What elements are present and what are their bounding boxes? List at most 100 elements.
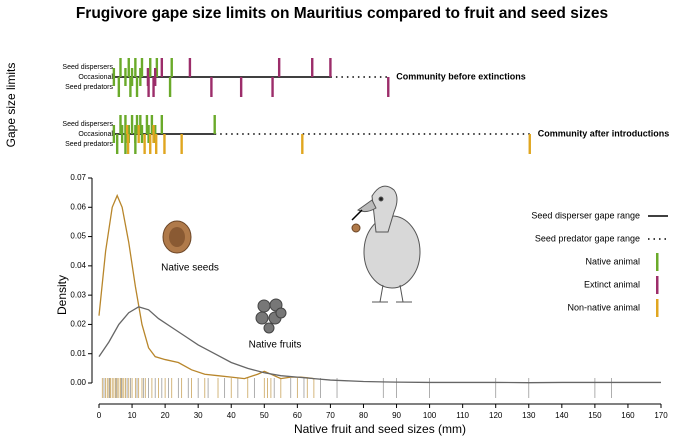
gape-mark — [139, 68, 142, 86]
gape-mark — [124, 68, 127, 86]
gape-mark — [149, 58, 152, 77]
gape-mark — [528, 134, 531, 154]
gape-mark — [129, 77, 132, 97]
gape-mark — [160, 58, 164, 77]
gape-mark — [154, 134, 158, 154]
gape-mark — [147, 125, 150, 143]
role-label: Seed dispersers — [62, 121, 113, 128]
x-tick-label: 50 — [260, 411, 269, 420]
y-tick-label: 0.03 — [70, 290, 86, 299]
gape-mark — [135, 77, 139, 97]
x-tick-label: 70 — [326, 411, 335, 420]
gape-mark — [127, 58, 130, 77]
density-line — [98, 306, 661, 384]
x-tick-label: 120 — [489, 411, 503, 420]
legend-swatch — [656, 299, 659, 317]
gape-mark — [152, 125, 155, 143]
gape-mark — [149, 134, 152, 154]
x-tick-label: 110 — [456, 411, 469, 420]
gape-mark — [115, 134, 119, 154]
role-label: Occasional — [78, 131, 113, 138]
y-tick-label: 0.05 — [70, 232, 86, 241]
row-name: Community before extinctions — [396, 71, 526, 81]
x-tick-label: 10 — [128, 411, 137, 420]
x-tick-label: 0 — [97, 411, 102, 420]
gape-mark — [126, 134, 130, 154]
gape-mark — [140, 58, 144, 77]
y-tick-label: 0.00 — [70, 378, 86, 387]
gape-mark — [155, 58, 159, 77]
gape-mark — [271, 77, 274, 97]
role-label: Seed predators — [65, 141, 113, 148]
gape-mark — [311, 58, 314, 77]
gape-mark — [140, 125, 144, 143]
gape-mark — [329, 58, 332, 77]
gape-mark — [124, 134, 127, 154]
legend-label: Native animal — [585, 256, 640, 266]
x-tick-label: 100 — [423, 411, 437, 420]
x-axis-label: Native fruit and seed sizes (mm) — [294, 422, 466, 436]
x-tick-label: 30 — [194, 411, 203, 420]
x-tick-label: 90 — [392, 411, 401, 420]
legend-label: Seed disperser gape range — [531, 210, 640, 220]
role-label: Occasional — [78, 74, 113, 81]
row-name: Community after introductions — [538, 128, 670, 138]
gape-mark — [150, 115, 154, 134]
gape-mark — [180, 134, 183, 154]
y-tick-label: 0.02 — [70, 320, 86, 329]
y-tick-label: 0.04 — [70, 261, 86, 270]
series-label: Native fruits — [249, 340, 302, 351]
gape-mark — [135, 115, 139, 134]
x-tick-label: 20 — [161, 411, 170, 420]
x-tick-label: 170 — [654, 411, 668, 420]
gape-mark — [130, 115, 134, 134]
chart-title: Frugivore gape size limits on Mauritius … — [76, 5, 608, 22]
x-tick-label: 160 — [621, 411, 635, 420]
gape-mark — [163, 134, 166, 154]
gape-mark — [277, 58, 281, 77]
x-tick-label: 40 — [227, 411, 236, 420]
gape-mark — [117, 77, 121, 97]
gape-mark — [213, 115, 216, 134]
legend-label: Extinct animal — [584, 279, 640, 289]
seed-illustration — [162, 220, 192, 254]
gape-mark — [143, 134, 146, 154]
y-tick-label: 0.07 — [70, 173, 86, 182]
legend-label: Seed predator gape range — [535, 233, 640, 243]
gape-mark — [112, 68, 116, 86]
gape-mark — [301, 134, 304, 154]
gape-mark — [170, 58, 173, 77]
fruit-illustration — [255, 298, 287, 334]
role-label: Seed dispersers — [62, 64, 113, 71]
legend-label: Non-native animal — [567, 302, 640, 312]
y-tick-label: 0.01 — [70, 349, 86, 358]
density-line — [98, 193, 314, 380]
gape-mark — [120, 125, 124, 143]
dodo-illustration — [351, 185, 421, 303]
series-label: Native seeds — [161, 263, 219, 274]
gape-mark — [145, 115, 149, 134]
legend-swatch — [656, 276, 659, 294]
gape-mark — [119, 115, 122, 134]
y-axis-label: Density — [55, 275, 69, 315]
gape-mark — [188, 58, 192, 77]
gape-mark — [210, 77, 213, 97]
gape-mark — [239, 77, 243, 97]
x-tick-label: 140 — [555, 411, 569, 420]
gape-mark — [168, 77, 172, 97]
x-tick-label: 60 — [293, 411, 302, 420]
gape-mark — [152, 77, 155, 97]
gape-mark — [154, 68, 157, 86]
legend-swatch — [656, 253, 659, 271]
gape-mark — [160, 115, 164, 134]
gape-mark — [387, 77, 390, 97]
gape-mark — [119, 58, 122, 77]
x-tick-label: 80 — [359, 411, 368, 420]
gape-mark — [112, 125, 116, 143]
gape-mark — [137, 125, 140, 143]
gape-mark — [147, 77, 150, 97]
role-label: Seed predators — [65, 84, 113, 91]
y-tick-label: 0.06 — [70, 202, 86, 211]
gape-mark — [134, 134, 137, 154]
